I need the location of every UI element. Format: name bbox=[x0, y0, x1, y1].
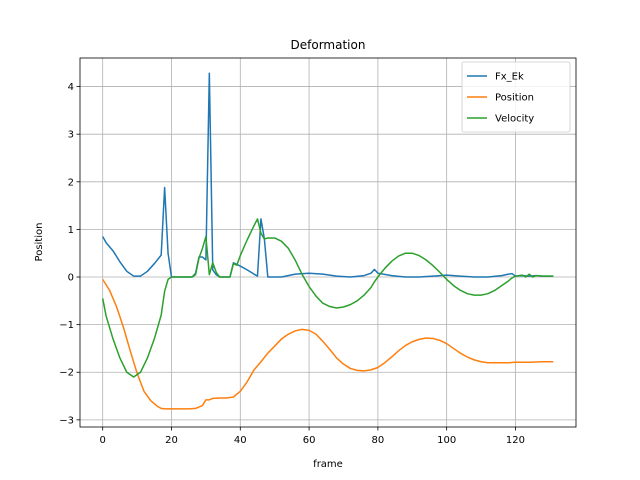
x-tick-label: 60 bbox=[303, 435, 316, 446]
y-tick-label: −3 bbox=[59, 415, 74, 426]
legend-label-position: Position bbox=[495, 93, 534, 104]
y-tick-label: 3 bbox=[68, 130, 74, 141]
series-line-position bbox=[102, 279, 554, 410]
y-tick-label: −1 bbox=[59, 320, 74, 331]
series-lines bbox=[101, 72, 554, 410]
x-tick-label: 40 bbox=[234, 435, 247, 446]
legend-label-fx-ek: Fx_Ek bbox=[495, 72, 524, 83]
y-axis-label: Position bbox=[34, 223, 45, 262]
x-axis-label: frame bbox=[313, 459, 343, 470]
x-tick-label: 100 bbox=[437, 435, 456, 446]
series-line-velocity bbox=[101, 218, 554, 378]
x-tick-label: 0 bbox=[100, 435, 106, 446]
x-tick-label: 20 bbox=[165, 435, 178, 446]
y-tick-label: 2 bbox=[68, 177, 74, 188]
y-tick-label: −2 bbox=[59, 368, 74, 379]
y-tick-label: 4 bbox=[68, 82, 74, 93]
legend-box bbox=[461, 61, 571, 133]
y-tick-label: 1 bbox=[68, 225, 74, 236]
x-tick-label: 120 bbox=[506, 435, 525, 446]
legend: Fx_Ek Position Velocity bbox=[461, 61, 571, 133]
chart-title: Deformation bbox=[291, 38, 366, 52]
plot-area-frame bbox=[79, 57, 577, 428]
x-axis-ticks: 0 20 40 60 80 100 120 bbox=[100, 427, 525, 446]
x-tick-label: 80 bbox=[372, 435, 385, 446]
series-line-fx-ek bbox=[102, 72, 554, 278]
y-axis-ticks: −3 −2 −1 0 1 2 3 4 bbox=[59, 82, 80, 426]
y-tick-label: 0 bbox=[68, 273, 74, 284]
legend-label-velocity: Velocity bbox=[495, 114, 534, 125]
